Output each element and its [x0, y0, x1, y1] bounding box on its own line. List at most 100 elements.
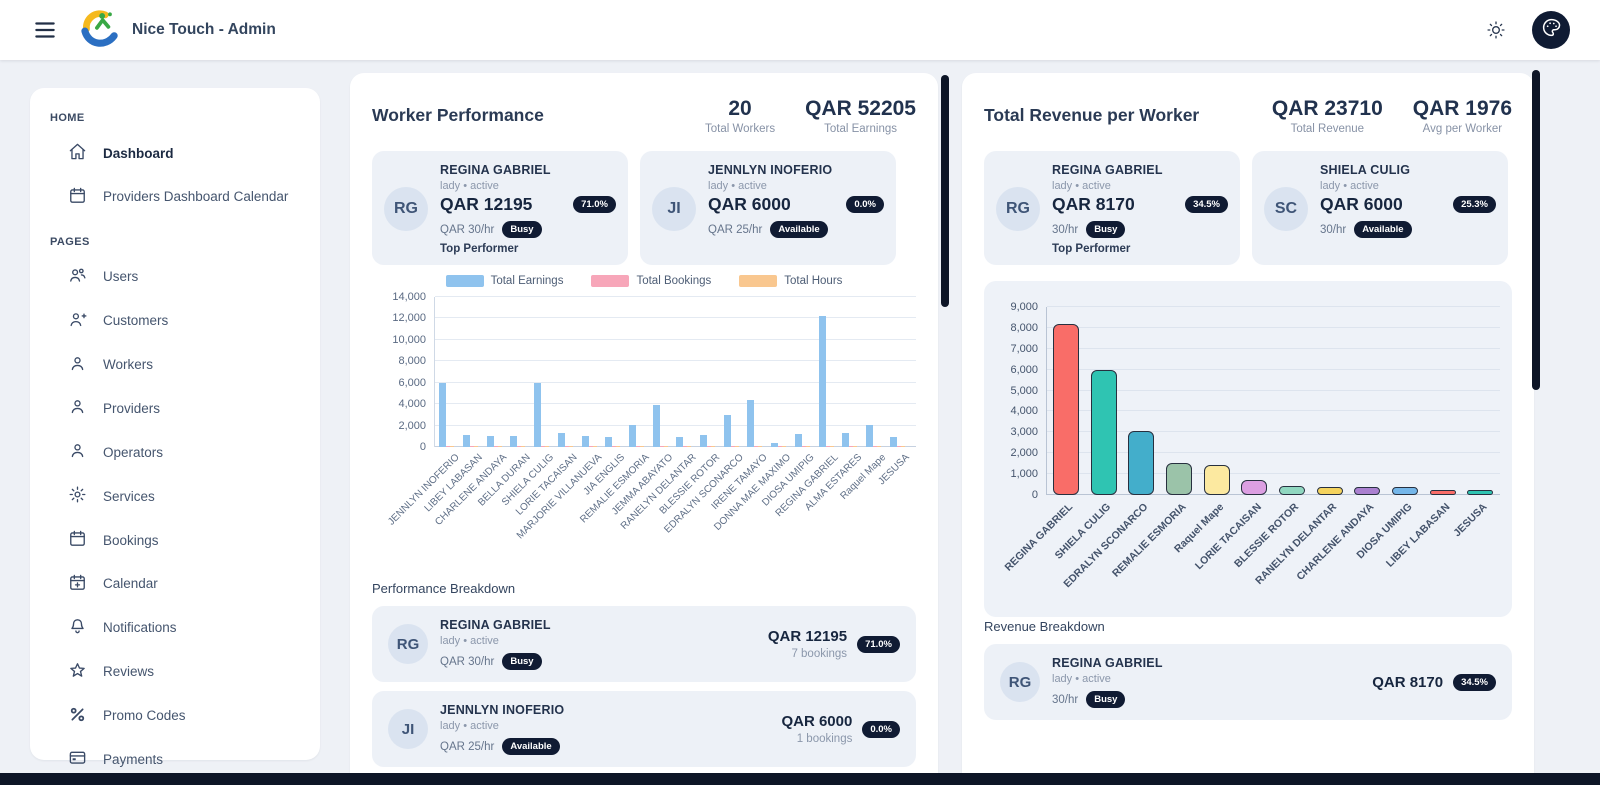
- avatar: RG: [388, 624, 428, 664]
- sidebar-item-workers[interactable]: Workers: [30, 344, 320, 388]
- bar-shiela-culig: [1090, 369, 1117, 495]
- stat-total-workers-label: Total Workers: [705, 123, 776, 135]
- sidebar-item-label: Services: [103, 488, 155, 504]
- gridline: [1047, 347, 1500, 349]
- gridline: [1047, 306, 1500, 307]
- bar-total-hours: [758, 446, 763, 447]
- panel-scrollbar-thumb[interactable]: [941, 75, 949, 307]
- bar-group-marjorie-villanueva: [577, 297, 601, 447]
- legend-swatch: [739, 275, 778, 287]
- revenue-chart: 0 1,000 2,000 3,000 4,000 5,000 6,000 7,000 8,00…: [984, 281, 1512, 617]
- gridline: [435, 381, 916, 383]
- worker-card-regina-gabriel[interactable]: RG REGINA GABRIEL lady • active QAR 12195 71…: [372, 151, 628, 265]
- bar-total-earnings: [652, 405, 660, 447]
- worker-meta: lady • active: [1320, 180, 1379, 192]
- legend-item-total-earnings[interactable]: Total Earnings: [445, 275, 563, 287]
- worker-card-shiela-culig[interactable]: SC SHIELA CULIG lady • active QAR 6000 25.3%…: [1252, 151, 1508, 265]
- bar-total-hours: [450, 446, 455, 447]
- y-tick-label: 12,000: [392, 312, 426, 325]
- worker-name: JENNLYN INOFERIO: [708, 163, 833, 177]
- y-tick-label: 4,000: [398, 398, 426, 411]
- star-icon: [68, 661, 87, 685]
- bar-total-earnings: [747, 399, 755, 447]
- sidebar-item-label: Operators: [103, 444, 164, 460]
- worker-rate: 30/hr: [1320, 223, 1347, 236]
- sidebar-item-promo-codes[interactable]: Promo Codes: [30, 695, 320, 739]
- sun-icon[interactable]: [1486, 20, 1506, 40]
- gridline: [1047, 494, 1500, 495]
- bar-total-bookings: [872, 446, 877, 447]
- sidebar: HOME Dashboard Providers Dashboard Calenda…: [30, 88, 320, 767]
- bar-libey-labasan: [1429, 490, 1456, 495]
- bar-group-shiela-culig: [530, 297, 554, 447]
- sidebar-item-reviews[interactable]: Reviews: [30, 651, 320, 695]
- sidebar-item-customers[interactable]: Customers: [30, 300, 320, 344]
- breakdown-row-jennlyn-inoferio[interactable]: JI JENNLYN INOFERIO lady • active QAR 25/hr…: [372, 691, 916, 767]
- stat-total-earnings-label: Total Earnings: [824, 123, 897, 135]
- avatar: JI: [652, 187, 696, 231]
- worker-name: REGINA GABRIEL: [440, 163, 551, 177]
- sidebar-item-providers-dashboard-calendar[interactable]: Providers Dashboard Calendar: [30, 176, 320, 220]
- worker-rate: QAR 25/hr: [440, 740, 495, 753]
- sidebar-item-providers[interactable]: Providers: [30, 387, 320, 431]
- revenue-header: Total Revenue per Worker QAR 23710 Total…: [984, 97, 1512, 135]
- sidebar-item-services[interactable]: Services: [30, 475, 320, 519]
- sidebar-item-label: Payments: [103, 751, 164, 767]
- row-bookings: 7 bookings: [791, 648, 848, 660]
- horizontal-scrollbar-thumb[interactable]: [0, 773, 1600, 785]
- worker-name: REGINA GABRIEL: [440, 618, 551, 632]
- bar-total-earnings: [794, 433, 802, 447]
- top-performer-label: Top Performer: [1052, 243, 1131, 255]
- status-badge: Busy: [1086, 221, 1126, 238]
- bar-remalie-esmoria: [1165, 462, 1192, 495]
- sidebar-item-users[interactable]: Users: [30, 256, 320, 300]
- bar-total-bookings: [778, 446, 783, 447]
- bar-total-earnings: [723, 414, 731, 447]
- chart-legend: Total Earnings Total Bookings Total Hours: [372, 275, 916, 287]
- breakdown-row-regina-gabriel[interactable]: RG REGINA GABRIEL lady • active 30/hr Busy QA…: [984, 644, 1512, 720]
- sidebar-item-notifications[interactable]: Notifications: [30, 607, 320, 651]
- worker-rate: QAR 30/hr: [440, 655, 495, 668]
- legend-label: Total Hours: [784, 275, 843, 287]
- revenue-stats: QAR 23710 Total Revenue QAR 1976 Avg per…: [1272, 97, 1512, 135]
- worker-meta: lady • active: [1052, 673, 1111, 685]
- bar-total-bookings: [754, 446, 759, 447]
- bar-total-hours: [592, 446, 597, 447]
- sidebar-item-label: Promo Codes: [103, 708, 186, 723]
- sidebar-item-calendar[interactable]: Calendar: [30, 563, 320, 607]
- page-scrollbar-thumb[interactable]: [1532, 70, 1540, 390]
- y-tick-label: 10,000: [392, 333, 426, 346]
- sidebar-item-payments[interactable]: Payments: [30, 738, 320, 782]
- sidebar-item-bookings[interactable]: Bookings: [30, 519, 320, 563]
- breakdown-row-regina-gabriel[interactable]: RG REGINA GABRIEL lady • active QAR 30/hr Bu…: [372, 606, 916, 682]
- bar-total-bookings: [635, 446, 640, 447]
- sidebar-item-label: Dashboard: [103, 145, 174, 161]
- performance-breakdown-list: RG REGINA GABRIEL lady • active QAR 30/hr Bu…: [372, 606, 916, 767]
- revenue-breakdown-title: Revenue Breakdown: [984, 619, 1105, 634]
- worker-card-regina-gabriel[interactable]: RG REGINA GABRIEL lady • active QAR 8170 34.…: [984, 151, 1240, 265]
- topbar-actions: [1486, 11, 1570, 49]
- sidebar-item-label: Providers: [103, 400, 161, 416]
- sidebar-item-operators[interactable]: Operators: [30, 431, 320, 475]
- y-tick-label: 2,000: [398, 419, 426, 432]
- legend-item-total-hours[interactable]: Total Hours: [739, 275, 842, 287]
- percent-badge: 71.0%: [573, 196, 616, 213]
- worker-card-jennlyn-inoferio[interactable]: JI JENNLYN INOFERIO lady • active QAR 6000 0…: [640, 151, 896, 265]
- y-tick-label: 2,000: [1010, 447, 1038, 460]
- worker-meta: lady • active: [708, 180, 767, 192]
- stat-total-workers-value: 20: [728, 97, 752, 120]
- gridline: [1047, 473, 1500, 475]
- hamburger-menu-icon[interactable]: [30, 15, 60, 45]
- palette-button[interactable]: [1532, 11, 1570, 49]
- credit-card-icon: [68, 748, 87, 772]
- bar-group-regina-gabriel: [814, 297, 838, 447]
- bar-total-bookings: [896, 446, 901, 447]
- legend-swatch: [591, 275, 630, 287]
- bar-total-hours: [568, 446, 573, 447]
- bar-total-bookings: [825, 446, 830, 447]
- sidebar-item-dashboard[interactable]: Dashboard: [30, 132, 320, 176]
- bar-blessie-rotor: [1278, 485, 1305, 495]
- bar-total-bookings: [849, 446, 854, 447]
- bar-total-earnings: [439, 382, 447, 447]
- legend-item-total-bookings[interactable]: Total Bookings: [591, 275, 711, 287]
